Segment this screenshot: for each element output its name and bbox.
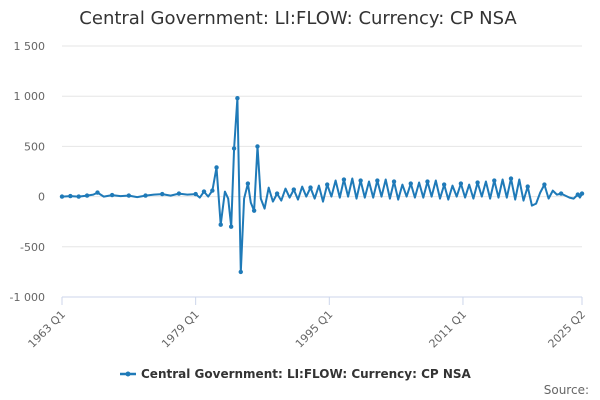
x-tick-label: 1963 Q1 [26, 308, 69, 351]
data-point [235, 96, 240, 101]
y-tick-label: 0 [38, 191, 45, 204]
gridlines [62, 45, 582, 298]
data-point [218, 222, 223, 227]
data-point [95, 190, 100, 195]
data-point [375, 178, 380, 183]
y-tick-label: 1 000 [14, 90, 46, 103]
data-point [475, 180, 480, 185]
y-tick-label: -1 000 [10, 291, 45, 304]
chart-title: Central Government: LI:FLOW: Currency: C… [79, 8, 517, 29]
data-point [558, 191, 564, 196]
x-tick-label: 1995 Q1 [293, 308, 336, 351]
data-point [176, 191, 182, 196]
data-point [575, 192, 581, 197]
data-point [214, 165, 219, 170]
data-point [201, 189, 207, 194]
data-point [210, 188, 215, 193]
data-point [238, 269, 243, 275]
data-point [76, 194, 81, 199]
legend-label: Central Government: LI:FLOW: Currency: C… [141, 367, 472, 381]
series-line [61, 97, 583, 273]
data-point [341, 177, 347, 182]
data-point [441, 182, 447, 187]
data-point [408, 181, 413, 186]
data-point [274, 191, 280, 196]
data-point [193, 191, 198, 197]
data-point [492, 178, 497, 183]
data-point [358, 178, 363, 183]
legend[interactable]: Central Government: LI:FLOW: Currency: C… [120, 367, 472, 381]
data-point [68, 193, 73, 199]
data-point [525, 184, 530, 189]
data-point [291, 187, 297, 192]
data-point [84, 193, 90, 198]
data-point [231, 146, 237, 151]
source-label: Source: [544, 383, 589, 397]
data-point [245, 181, 251, 186]
y-tick-label: 1 500 [14, 40, 46, 53]
data-point [59, 194, 65, 199]
data-point [425, 179, 430, 184]
data-point [126, 193, 132, 198]
data-point [508, 176, 514, 181]
series-layer [59, 96, 585, 275]
data-point [325, 182, 330, 187]
x-tick-label: 2011 Q1 [427, 308, 470, 351]
data-point [109, 192, 115, 198]
y-tick-label: 500 [24, 140, 45, 153]
x-tick-label: 2025 Q2 [546, 308, 589, 351]
legend-swatch-marker [125, 371, 131, 377]
data-point [308, 185, 313, 190]
x-tick-label: 1979 Q1 [159, 308, 202, 351]
data-point [160, 191, 165, 197]
data-point [143, 193, 148, 198]
data-point [391, 179, 397, 184]
data-point [579, 191, 585, 196]
data-point [458, 181, 464, 186]
data-point [251, 208, 257, 213]
data-point [228, 224, 234, 229]
y-tick-label: -500 [20, 241, 45, 254]
data-point [255, 144, 260, 149]
data-point [542, 182, 547, 187]
